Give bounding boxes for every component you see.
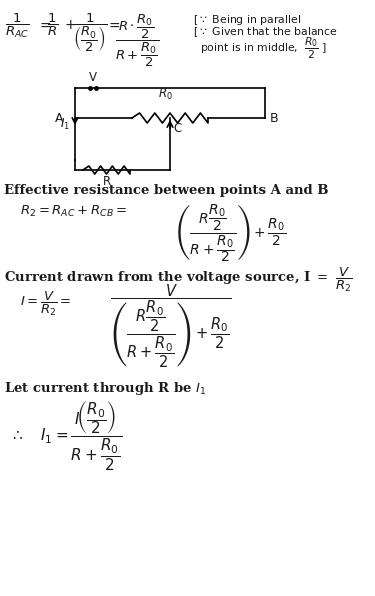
Text: Let current through R be $I_1$: Let current through R be $I_1$ (4, 380, 207, 397)
Text: Current drawn from the voltage source, I $=$ $\dfrac{V}{R_2}$: Current drawn from the voltage source, I… (4, 266, 353, 294)
Text: $\dfrac{R\cdot\dfrac{R_0}{2}}{R+\dfrac{R_0}{2}}$: $\dfrac{R\cdot\dfrac{R_0}{2}}{R+\dfrac{R… (115, 12, 160, 69)
Text: $I = \dfrac{V}{R_2} =$: $I = \dfrac{V}{R_2} =$ (20, 290, 72, 318)
Text: $\dfrac{1}{R_{AC}}$: $\dfrac{1}{R_{AC}}$ (5, 12, 29, 40)
Text: C: C (173, 122, 181, 135)
Text: $=$: $=$ (106, 18, 121, 32)
Text: $\dfrac{1}{R}$: $\dfrac{1}{R}$ (47, 12, 58, 38)
Text: $\dfrac{1}{\left(\dfrac{R_0}{2}\right)}$: $\dfrac{1}{\left(\dfrac{R_0}{2}\right)}$ (73, 12, 107, 54)
Text: $+$: $+$ (64, 18, 76, 32)
Text: V: V (89, 71, 97, 84)
Text: $R_0$: $R_0$ (158, 87, 172, 102)
Text: B: B (270, 111, 279, 125)
Text: $\left(\dfrac{R\dfrac{R_0}{2}}{R+\dfrac{R_0}{2}}\right)+\dfrac{R_0}{2}$: $\left(\dfrac{R\dfrac{R_0}{2}}{R+\dfrac{… (175, 202, 286, 264)
Text: $R_2 = R_{AC} + R_{CB} =$: $R_2 = R_{AC} + R_{CB} =$ (20, 204, 127, 219)
Text: $\therefore \quad I_1 = \dfrac{I\!\left(\dfrac{R_0}{2}\right)}{R+\dfrac{R_0}{2}}: $\therefore \quad I_1 = \dfrac{I\!\left(… (10, 400, 122, 473)
Text: R: R (102, 175, 111, 188)
Text: $=$: $=$ (37, 18, 52, 32)
Text: [$\because$ Being in parallel: [$\because$ Being in parallel (193, 13, 301, 27)
Text: $I_1$: $I_1$ (60, 116, 70, 132)
Text: Effective resistance between points A and B: Effective resistance between points A an… (4, 184, 328, 197)
Text: A: A (54, 111, 63, 125)
Text: point is in middle,  $\dfrac{R_0}{2}$ ]: point is in middle, $\dfrac{R_0}{2}$ ] (200, 36, 327, 61)
Text: $\dfrac{V}{\left(\dfrac{R\dfrac{R_0}{2}}{R+\dfrac{R_0}{2}}\right)+\dfrac{R_0}{2}: $\dfrac{V}{\left(\dfrac{R\dfrac{R_0}{2}}… (110, 282, 231, 370)
Text: [$\because$ Given that the balance: [$\because$ Given that the balance (193, 25, 338, 39)
